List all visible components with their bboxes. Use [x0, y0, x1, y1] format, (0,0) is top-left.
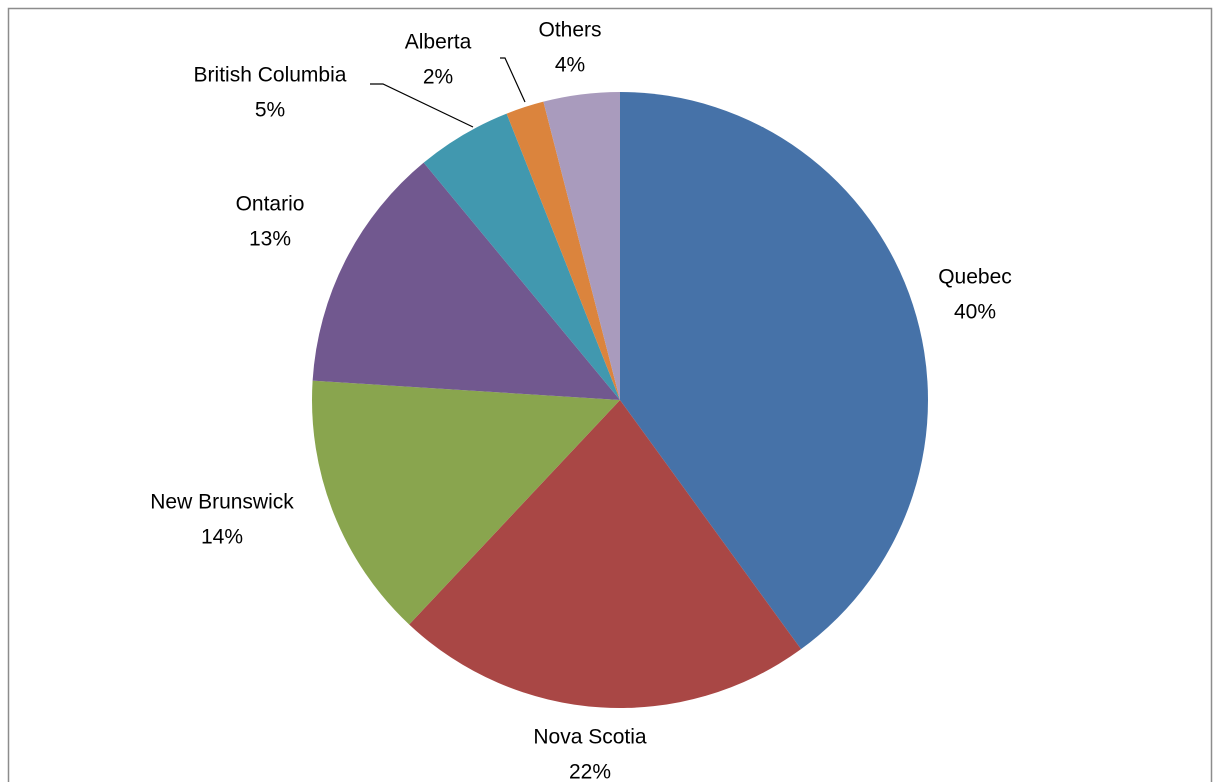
pie-slice: [423, 113, 620, 400]
slice-label: British Columbia: [194, 64, 347, 87]
slice-label: Quebec: [938, 266, 1012, 289]
slice-value-label: 4%: [555, 54, 585, 77]
slice-label: New Brunswick: [150, 491, 294, 514]
slice-label: Nova Scotia: [533, 726, 647, 749]
pie-slice: [543, 92, 620, 400]
pie-slice: [409, 400, 802, 708]
slice-label: Others: [538, 19, 601, 42]
pie-slice: [620, 92, 928, 650]
pie-slice: [311, 380, 620, 625]
slice-value-label: 13%: [249, 228, 291, 251]
pie-slice: [506, 101, 620, 400]
slice-value-label: 22%: [569, 761, 611, 782]
slice-label: Alberta: [405, 31, 472, 54]
slice-value-label: 5%: [255, 99, 285, 122]
slice-label: Ontario: [236, 193, 305, 216]
pie-slice: [312, 162, 620, 400]
slice-value-label: 40%: [954, 301, 996, 324]
slice-value-label: 14%: [201, 526, 243, 549]
leader-line: [370, 83, 474, 128]
leader-line: [500, 57, 526, 103]
slice-value-label: 2%: [423, 66, 453, 89]
